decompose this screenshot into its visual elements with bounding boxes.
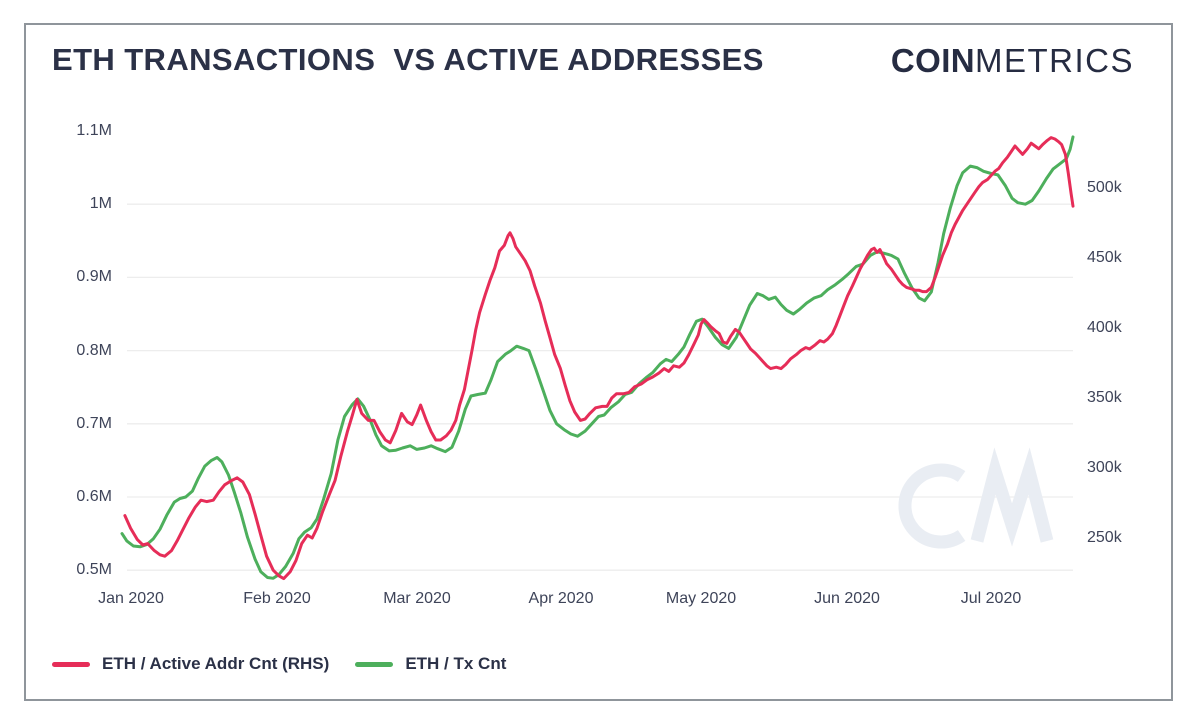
- right-axis-tick: 500k: [1087, 179, 1122, 196]
- chart-card-frame: [24, 23, 1173, 701]
- x-axis-tick: Jan 2020: [98, 590, 164, 607]
- cm-watermark-c: [898, 463, 966, 549]
- x-axis-tick: May 2020: [665, 590, 737, 607]
- chart-title: ETH TRANSACTIONS VS ACTIVE ADDRESSES: [52, 42, 764, 77]
- chart-legend: ETH / Active Addr Cnt (RHS) ETH / Tx Cnt: [52, 654, 506, 674]
- x-axis-tick: Feb 2020: [243, 590, 311, 607]
- legend-label: ETH / Active Addr Cnt (RHS): [102, 654, 330, 673]
- logo-coin-text: COIN: [890, 42, 975, 79]
- red-line-swatch-icon: [52, 661, 90, 667]
- legend-item-active-addr: ETH / Active Addr Cnt (RHS): [52, 654, 329, 674]
- x-axis-tick: Jul 2020: [960, 590, 1022, 607]
- x-axis-tick: Jun 2020: [814, 590, 880, 607]
- right-axis-tick: 250k: [1087, 529, 1122, 546]
- left-axis-tick: 1.1M: [76, 122, 112, 139]
- right-axis-tick: 400k: [1087, 319, 1122, 336]
- left-axis-tick: 0.5M: [76, 561, 112, 578]
- left-axis-tick: 0.7M: [76, 415, 112, 432]
- right-axis-tick: 300k: [1087, 459, 1122, 476]
- x-axis-tick: Apr 2020: [528, 590, 594, 607]
- logo-metrics-text: METRICS: [975, 42, 1134, 79]
- cm-watermark-m: [970, 447, 1054, 547]
- left-axis-tick: 0.9M: [76, 268, 112, 285]
- series-line-tx-cnt: [120, 135, 1075, 580]
- left-axis-tick: 0.8M: [76, 342, 112, 359]
- right-axis-tick: 350k: [1087, 389, 1122, 406]
- left-axis-tick: 1M: [89, 195, 112, 212]
- green-line-swatch-icon: [355, 661, 394, 667]
- left-axis-tick: 0.6M: [76, 488, 112, 505]
- legend-label: ETH / Tx Cnt: [405, 654, 507, 673]
- x-axis-tick: Mar 2020: [383, 590, 451, 607]
- series-line-active-addr: [123, 136, 1075, 581]
- legend-item-tx-cnt: ETH / Tx Cnt: [355, 654, 506, 674]
- right-axis-tick: 450k: [1087, 249, 1122, 266]
- coinmetrics-logo: COINMETRICS: [891, 42, 1134, 80]
